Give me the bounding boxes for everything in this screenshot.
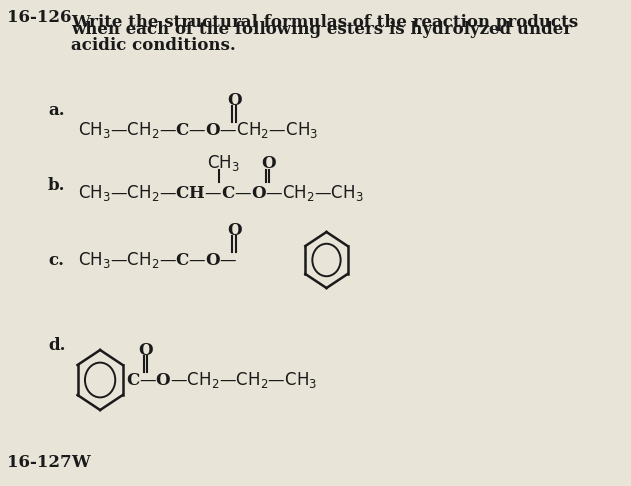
Text: W: W <box>71 453 90 470</box>
Text: $\mathsf{CH_3}$: $\mathsf{CH_3}$ <box>207 153 240 173</box>
Text: b.: b. <box>48 176 66 193</box>
Text: d.: d. <box>48 336 66 353</box>
Text: $\mathsf{CH_3}$—$\mathsf{CH_2}$—CH—C—O—$\mathsf{CH_2}$—$\mathsf{CH_3}$: $\mathsf{CH_3}$—$\mathsf{CH_2}$—CH—C—O—$… <box>78 183 364 203</box>
Text: C—O—$\mathsf{CH_2}$—$\mathsf{CH_2}$—$\mathsf{CH_3}$: C—O—$\mathsf{CH_2}$—$\mathsf{CH_2}$—$\ma… <box>126 370 317 390</box>
Text: c.: c. <box>48 251 64 268</box>
Text: O: O <box>261 155 276 172</box>
Text: Write the structural formulas of the reaction products: Write the structural formulas of the rea… <box>71 14 579 31</box>
Text: O: O <box>227 222 242 239</box>
Text: 16-127: 16-127 <box>7 453 71 470</box>
Text: O: O <box>227 91 242 108</box>
Text: $\mathsf{CH_3}$—$\mathsf{CH_2}$—C—O—: $\mathsf{CH_3}$—$\mathsf{CH_2}$—C—O— <box>78 250 238 270</box>
Text: when each of the following esters is hydrolyzed under: when each of the following esters is hyd… <box>71 21 572 38</box>
Text: 16-126: 16-126 <box>7 10 71 27</box>
Text: $\mathsf{CH_3}$—$\mathsf{CH_2}$—C—O—$\mathsf{CH_2}$—$\mathsf{CH_3}$: $\mathsf{CH_3}$—$\mathsf{CH_2}$—C—O—$\ma… <box>78 120 319 140</box>
Text: O: O <box>138 342 153 359</box>
Text: a.: a. <box>48 102 64 119</box>
Text: acidic conditions.: acidic conditions. <box>71 37 236 54</box>
